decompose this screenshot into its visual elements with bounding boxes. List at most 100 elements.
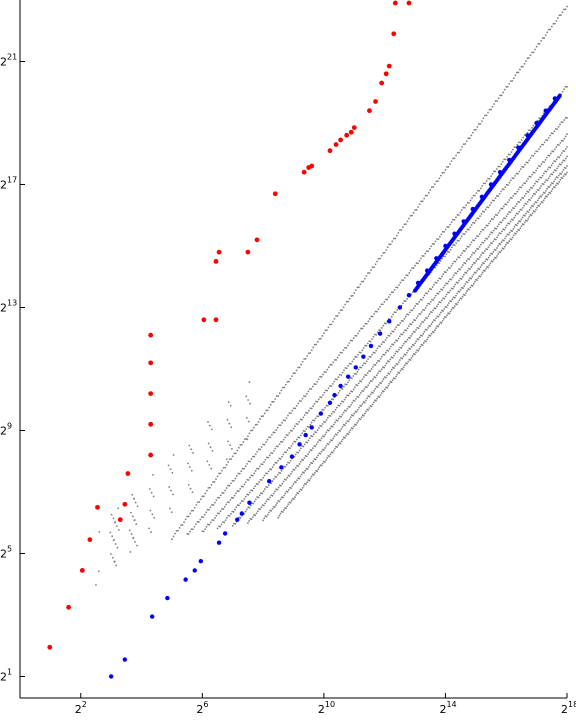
gray-point [525,180,528,182]
gray-point [234,452,237,455]
gray-point [263,412,266,415]
gray-point [507,233,510,236]
gray-point [331,439,333,442]
gray-point [494,197,497,200]
gray-point [477,277,480,280]
gray-point [302,459,305,462]
gray-point [558,144,560,147]
gray-point [446,250,449,253]
gray-point [427,315,430,318]
gray-point [294,466,297,469]
gray-point [526,57,529,60]
gray-point [375,361,378,364]
gray-point [545,170,548,173]
gray-point [339,402,342,405]
gray-point [290,445,293,447]
blue-point [346,374,351,379]
gray-point [248,491,251,494]
gray-point [427,250,430,253]
gray-point [326,368,329,371]
gray-point [502,205,505,208]
gray-point [515,224,518,227]
gray-point [355,424,357,426]
gray-point [394,328,396,331]
gray-point [212,481,214,484]
gray-point [497,211,500,214]
gray-point [240,443,243,446]
gray-point [462,206,465,209]
gray-point [546,195,548,198]
gray-point [266,438,269,441]
gray-point [417,338,420,341]
gray-point [271,466,274,469]
gray-point [216,496,219,499]
gray-point [488,254,491,257]
gray-point [342,400,345,403]
gray-point [222,466,225,469]
gray-point [338,389,341,392]
gray-point [214,501,216,504]
gray-point [488,233,491,236]
gray-point [301,418,303,421]
gray-point [480,264,483,266]
gray-point [336,419,339,422]
gray-point [206,508,209,511]
gray-point [110,513,113,516]
gray-point [374,364,377,366]
gray-point [258,481,261,483]
gray-point [218,512,221,515]
gray-point [291,429,293,432]
gray-point [256,467,258,470]
gray-point [320,437,323,440]
gray-point [402,355,405,358]
gray-point [439,174,442,177]
gray-point [436,238,438,240]
gray-point [347,365,350,367]
gray-point [497,223,500,226]
gray-point [549,166,552,169]
gray-point [456,270,459,273]
gray-point [235,492,237,495]
gray-point [406,327,409,330]
gray-point [531,212,534,215]
gray-point [551,188,554,190]
gray-point [169,468,172,471]
gray-point [277,516,280,519]
gray-point [396,363,399,366]
gray-point [453,260,455,263]
gray-point [345,300,348,303]
gray-point [459,237,462,240]
gray-point [432,186,435,188]
gray-point [445,253,448,256]
gray-point [364,412,366,415]
gray-point [398,372,401,374]
gray-point [465,230,467,233]
gray-point [458,256,461,259]
gray-point [370,368,373,370]
gray-point [497,195,500,198]
gray-point [542,172,545,175]
gray-point [514,175,517,177]
gray-point [231,479,234,482]
red-point [309,163,315,169]
gray-point [467,137,470,140]
gray-point [345,347,348,349]
gray-point [483,210,486,213]
gray-point [254,453,257,456]
gray-point [423,319,426,321]
gray-point [510,197,513,200]
gray-point [308,437,311,440]
gray-point [401,333,404,336]
gray-point [460,297,463,300]
gray-point [433,243,435,245]
gray-point [564,148,567,150]
gray-point [379,257,382,260]
gray-point [563,88,565,91]
gray-point [392,343,395,346]
gray-point [188,444,191,447]
gray-point [430,332,433,335]
gray-point [168,486,171,488]
gray-point [366,397,369,400]
gray-point [335,406,338,409]
gray-point [403,276,406,279]
